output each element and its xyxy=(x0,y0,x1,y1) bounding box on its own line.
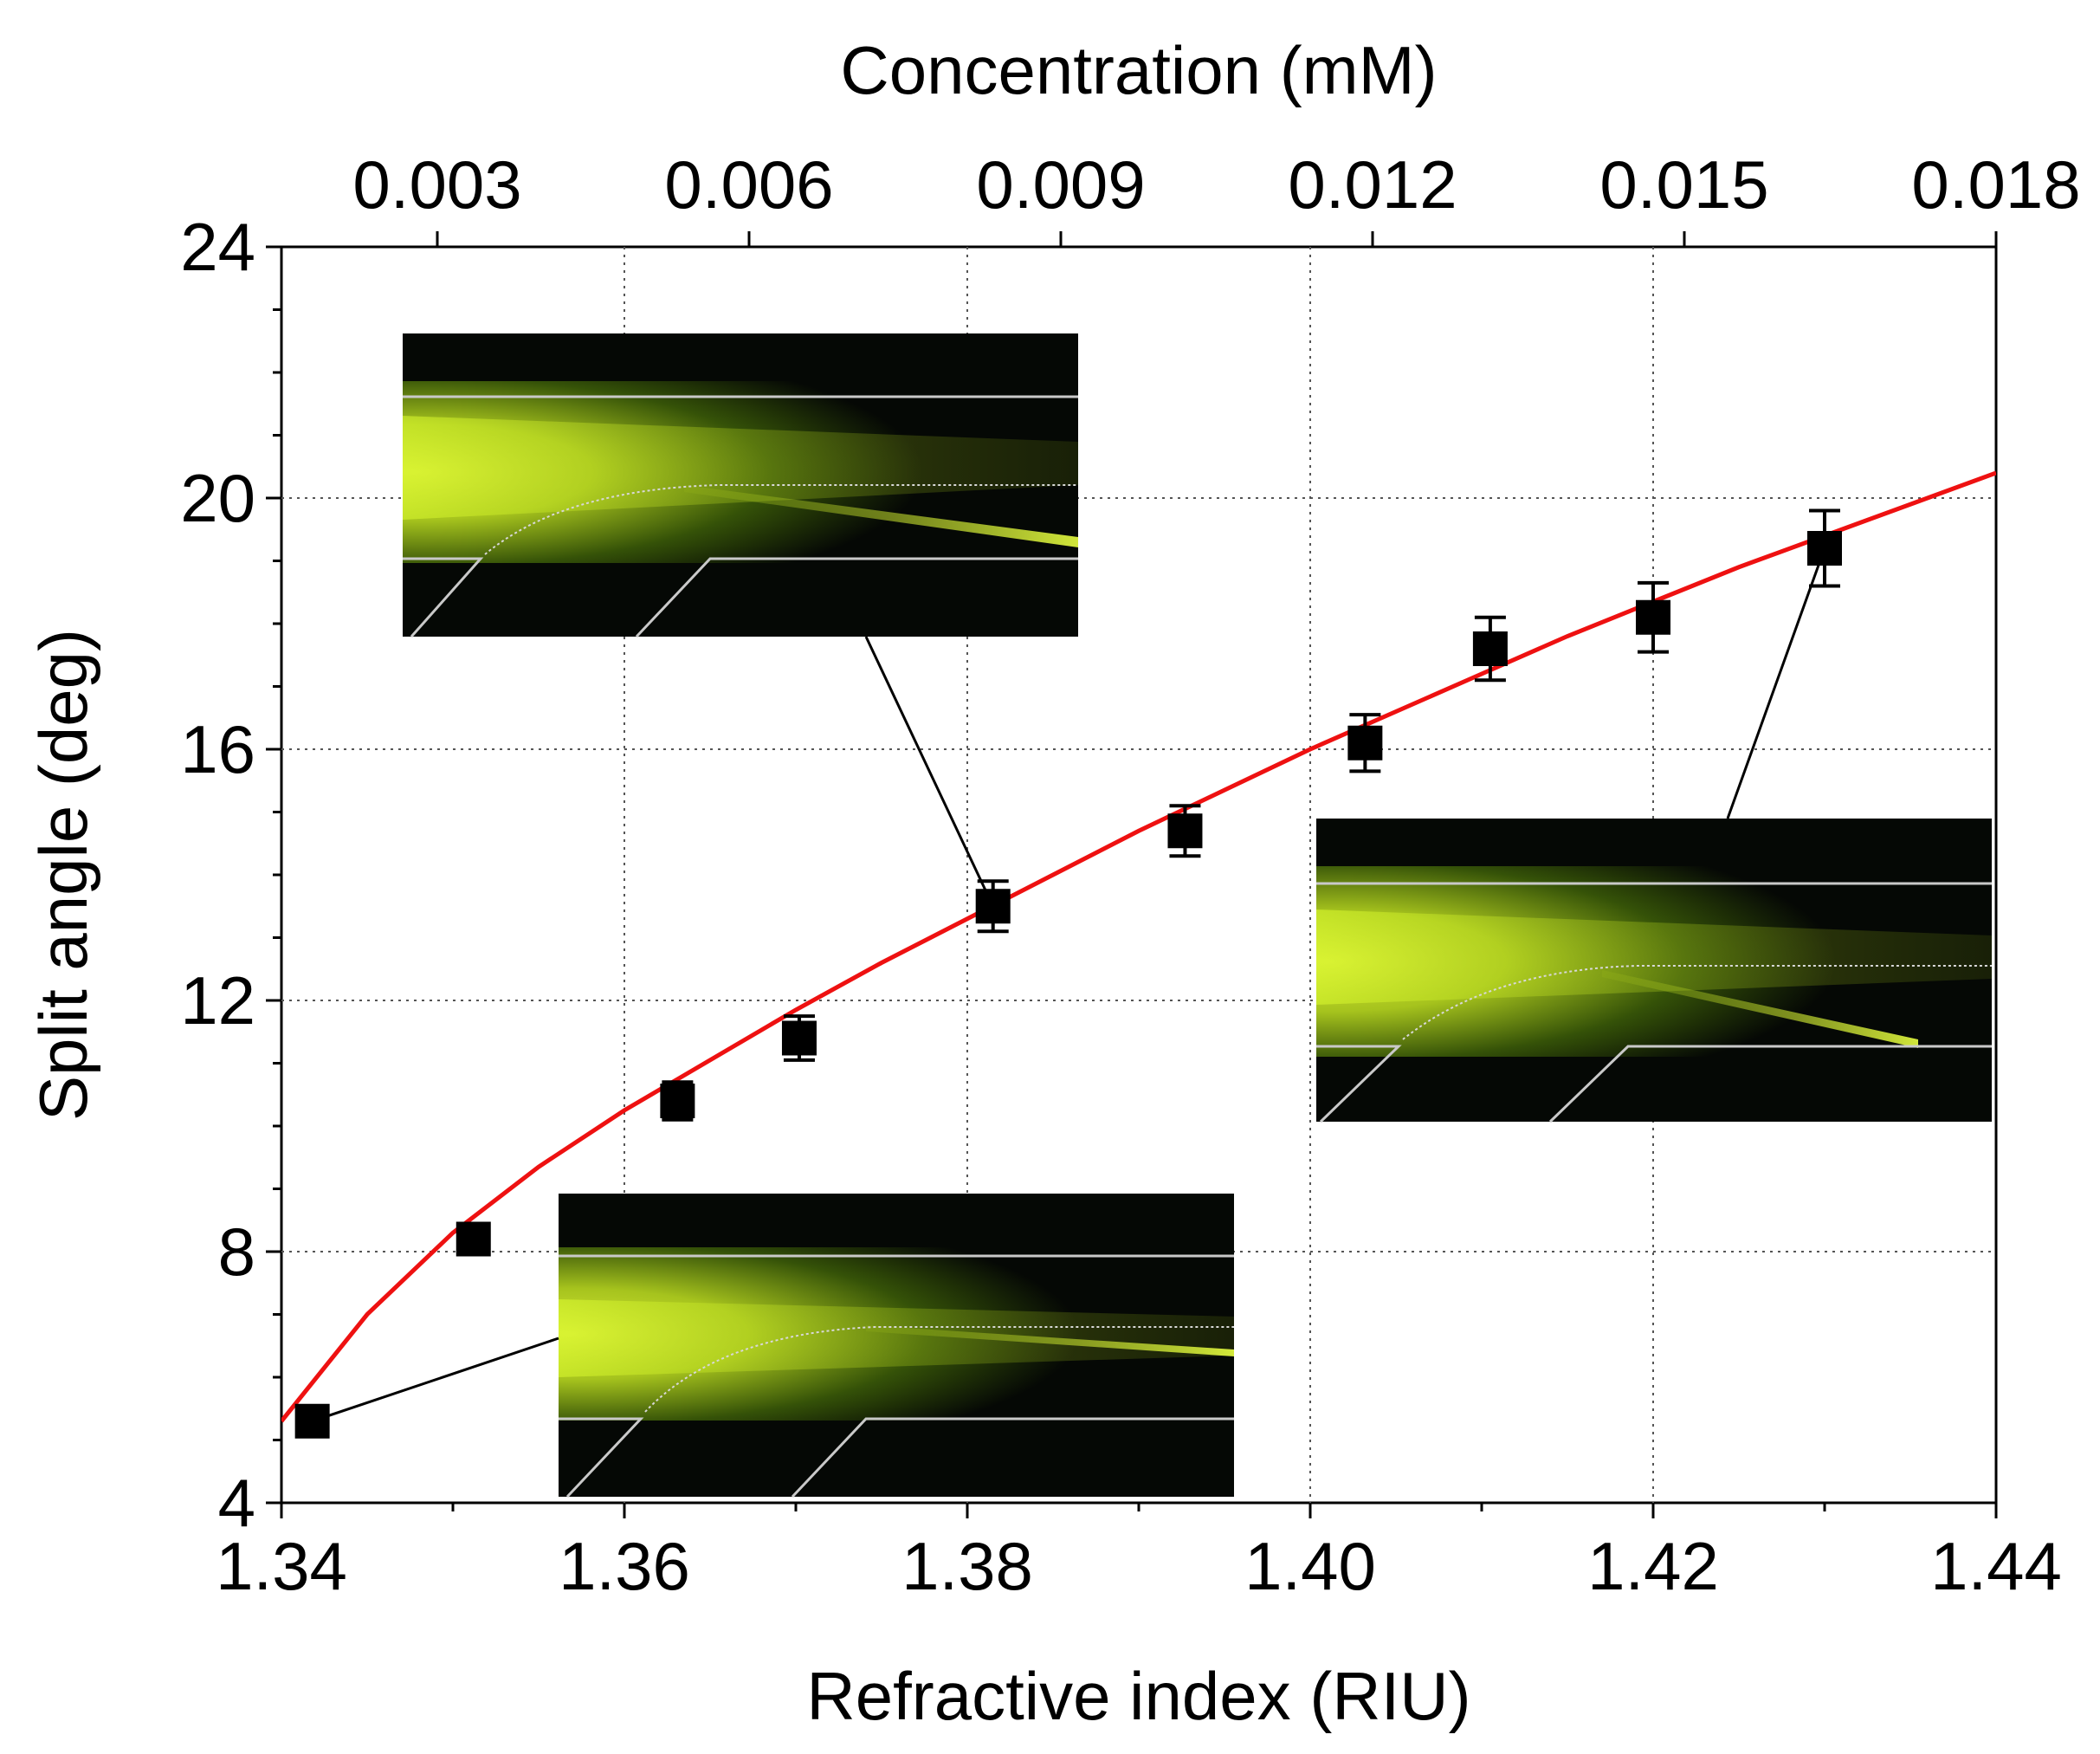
x2-tick-label: 0.003 xyxy=(352,146,521,223)
y-tick-label: 4 xyxy=(218,1465,255,1541)
data-point xyxy=(1472,615,1508,683)
x-tick-label: 1.40 xyxy=(1244,1528,1376,1604)
square-marker xyxy=(660,1084,695,1118)
leader-line-bottom xyxy=(312,1337,559,1423)
data-point xyxy=(660,1080,695,1122)
data-point xyxy=(294,1403,330,1439)
data-point xyxy=(975,879,1011,934)
y-tick-label: 12 xyxy=(180,962,255,1039)
x-tick-label: 1.36 xyxy=(559,1528,690,1604)
y-tick-label: 24 xyxy=(180,209,255,285)
square-marker xyxy=(1167,813,1203,849)
x2-tick-label: 0.015 xyxy=(1599,146,1768,223)
x2-tick-label: 0.009 xyxy=(976,146,1145,223)
fit-curve xyxy=(281,470,1996,1423)
x-tick-label: 1.44 xyxy=(1930,1528,2062,1604)
data-point xyxy=(1347,713,1383,773)
data-points xyxy=(294,508,1842,1439)
inset-right xyxy=(1316,819,1992,1123)
x-tick-label: 1.34 xyxy=(216,1528,347,1604)
inset-top-left xyxy=(403,333,1078,638)
data-point xyxy=(1807,508,1842,588)
leader-line-top-left xyxy=(864,636,995,907)
y-tick-label: 8 xyxy=(218,1214,255,1290)
y-tick-label: 20 xyxy=(180,460,255,536)
data-point xyxy=(1636,580,1670,654)
x2-tick-label: 0.012 xyxy=(1288,146,1457,223)
x-tick-label: 1.38 xyxy=(901,1528,1033,1604)
x-tick-label: 1.42 xyxy=(1587,1528,1719,1604)
square-marker xyxy=(1472,631,1508,666)
axes: 1.34 1.36 1.38 1.40 1.42 1.44 4 8 12 16 20 24 0.003 0… xyxy=(180,146,2080,1604)
leader-line-right xyxy=(1726,547,1826,819)
square-marker xyxy=(975,889,1011,924)
square-marker xyxy=(1807,531,1842,566)
x2-tick-label: 0.018 xyxy=(1911,146,2080,223)
y-tick-label: 16 xyxy=(180,711,255,787)
square-marker xyxy=(781,1020,817,1056)
x2-axis-title: Concentration (mM) xyxy=(840,32,1437,108)
x2-tick-label: 0.006 xyxy=(664,146,833,223)
inset-bottom xyxy=(559,1194,1234,1498)
data-point xyxy=(456,1221,491,1257)
x-axis-title: Refractive index (RIU) xyxy=(806,1658,1470,1734)
square-marker xyxy=(1347,725,1383,760)
square-marker xyxy=(1636,599,1670,635)
square-marker xyxy=(294,1403,330,1439)
square-marker xyxy=(456,1221,491,1257)
data-point xyxy=(781,1014,817,1062)
data-point xyxy=(1167,804,1203,858)
y-axis-title: Split angle (deg) xyxy=(25,629,101,1121)
